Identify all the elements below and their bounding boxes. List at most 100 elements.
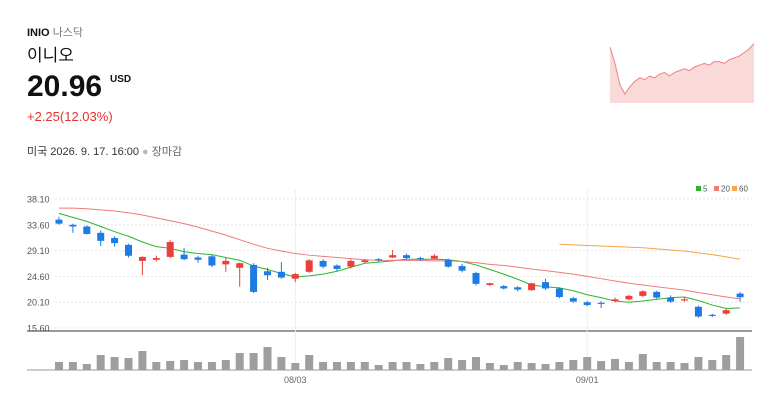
volume-bar	[235, 353, 244, 370]
candle-body	[403, 255, 410, 259]
volume-bar	[402, 362, 411, 370]
sparkline-line	[609, 43, 755, 95]
volume-bar	[333, 362, 341, 370]
candle-body	[208, 256, 216, 266]
candle-body	[708, 314, 716, 316]
x-tick-label: 09/01	[576, 375, 599, 385]
legend-label: 60	[739, 185, 748, 194]
volume-bar	[541, 364, 550, 370]
candle-body	[236, 263, 244, 268]
volume-bar	[736, 337, 745, 370]
candle-body	[694, 306, 702, 317]
volume-bar	[694, 357, 703, 370]
volume-bar	[416, 364, 425, 370]
candle-body	[375, 259, 383, 261]
candle-body	[611, 299, 619, 302]
candle-body	[597, 302, 605, 304]
volume-bar	[207, 362, 216, 370]
volume-bar	[666, 362, 675, 370]
candle-body	[722, 310, 730, 314]
sparkline	[609, 43, 755, 103]
candle-body	[639, 291, 647, 296]
candle-body	[250, 264, 258, 292]
candle-body	[555, 288, 563, 298]
candle-body	[583, 302, 591, 306]
candle-body	[653, 291, 661, 298]
y-tick-label: 20.10	[27, 298, 50, 308]
volume-bar	[360, 362, 369, 370]
y-tick-label: 38.10	[27, 195, 50, 205]
candle-body	[97, 232, 105, 241]
candle-body	[472, 272, 480, 284]
exchange: 나스닥	[52, 27, 84, 39]
candle-body	[152, 258, 160, 260]
candle-body	[264, 271, 271, 276]
candle-body	[514, 287, 522, 290]
ticker: INIO	[27, 27, 50, 39]
volume-bar	[180, 360, 189, 370]
candle-body	[55, 219, 63, 224]
price-change: +2.25(12.03%)	[27, 109, 113, 124]
legend-label: 20	[721, 185, 730, 194]
candle-body	[625, 295, 633, 300]
volume-bar	[346, 362, 355, 370]
candle-body	[222, 260, 230, 265]
candle-body	[194, 257, 202, 260]
legend-swatch	[714, 186, 719, 191]
price: 20.96	[27, 70, 103, 103]
volume-bar	[166, 361, 175, 370]
ticker-line: INIO 나스닥	[27, 24, 83, 40]
volume-bar	[430, 362, 439, 370]
moving-average-line	[559, 243, 741, 260]
volume-bar	[388, 362, 397, 370]
volume-bar	[96, 355, 105, 370]
volume-bar	[55, 362, 63, 370]
volume-bar	[680, 363, 689, 370]
volume-bar	[624, 362, 633, 370]
candle-body	[667, 297, 675, 302]
candle-body	[736, 293, 744, 298]
sparkline-area	[610, 43, 754, 103]
candle-body	[83, 226, 91, 234]
volume-bar	[485, 363, 494, 370]
volume-bar	[82, 364, 91, 370]
volume-bar	[638, 354, 647, 370]
volume-bar	[569, 360, 578, 370]
stock-name: 이니오	[27, 46, 74, 65]
volume-bar	[291, 363, 300, 370]
candle-body	[389, 255, 397, 258]
candle-body	[319, 260, 327, 267]
candle-body	[125, 244, 132, 256]
market-status: 장마감	[151, 146, 183, 158]
volume-bar	[277, 357, 286, 370]
legend-swatch	[696, 186, 701, 191]
candle-body	[569, 298, 577, 302]
timestamp: 미국 2026. 9. 17. 16:00	[27, 146, 139, 158]
volume-bar	[611, 359, 619, 370]
volume-bar	[374, 365, 383, 370]
timestamp-line: 미국 2026. 9. 17. 16:00 ● 장마감	[27, 146, 183, 158]
candle-body	[277, 271, 285, 278]
y-tick-label: 33.60	[27, 220, 50, 230]
candle-body	[458, 266, 466, 271]
volume-bar	[305, 355, 314, 370]
legend-label: 5	[703, 185, 708, 194]
x-tick-label: 08/03	[284, 375, 307, 385]
volume-bar	[221, 360, 230, 370]
volume-bar	[527, 363, 536, 370]
candle-body	[500, 286, 508, 289]
candle-body	[111, 237, 119, 244]
volume-bar	[249, 353, 258, 370]
candle-body	[528, 283, 536, 291]
candle-body	[486, 283, 494, 285]
candle-body	[180, 254, 188, 260]
volume-bar	[513, 362, 522, 370]
volume-bar	[499, 365, 508, 370]
volume-bar	[110, 357, 119, 370]
volume-bar	[652, 362, 661, 370]
volume-bar	[583, 357, 592, 370]
volume-bar	[152, 362, 161, 370]
candle-body	[542, 282, 549, 289]
moving-average-line	[58, 212, 741, 310]
